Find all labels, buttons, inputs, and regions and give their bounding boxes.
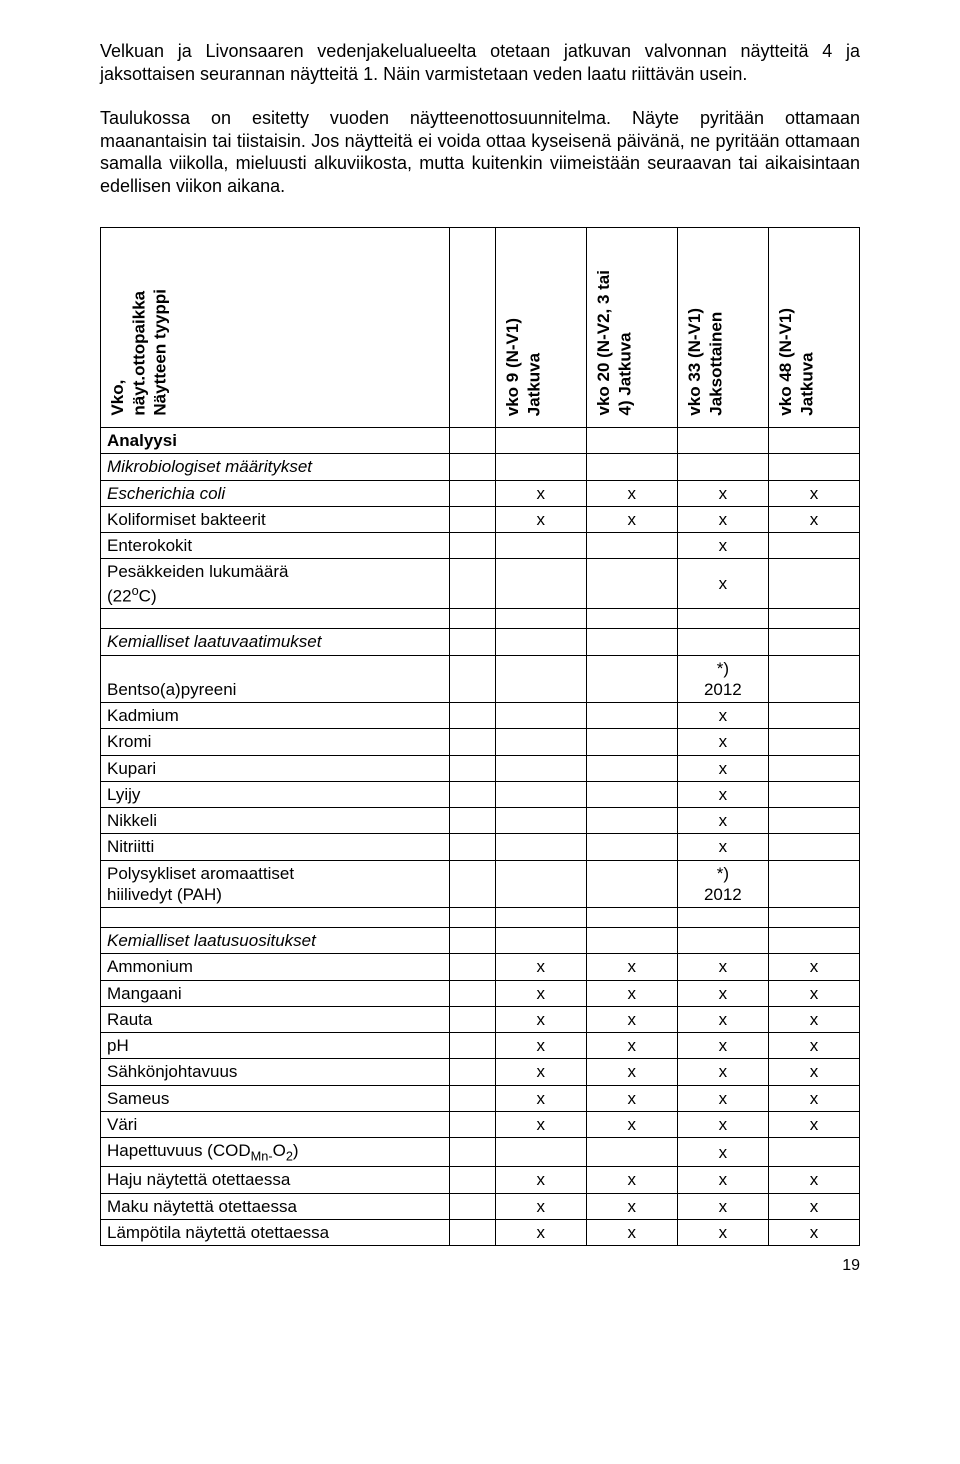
h2b: Jatkuva [524,352,543,415]
h5a: vko 48 (N-V1) [776,308,795,416]
row-bentso: Bentso(a)pyreeni *) 2012 [101,655,860,703]
empty-row-1 [101,609,860,629]
row-sameus: Sameus xxxx [101,1085,860,1111]
row-ecoli: Escherichia coli x x x x [101,480,860,506]
cell-kem-suos: Kemialliset laatusuositukset [101,928,450,954]
h3a: vko 20 (N-V2, 3 tai [594,270,613,416]
row-pesak: Pesäkkeiden lukumäärä (22oC) x [101,559,860,609]
row-koli: Koliformiset bakteerit x x x x [101,506,860,532]
row-ph: pH xxxx [101,1033,860,1059]
row-lyijy: Lyijy x [101,781,860,807]
page-number: 19 [100,1256,860,1276]
h5b: Jatkuva [797,352,816,415]
row-nikkeli: Nikkeli x [101,808,860,834]
h1b: näyt.ottopaikka [129,291,148,416]
paragraph-2: Taulukossa on esitetty vuoden näytteenot… [100,107,860,197]
row-pah: Polysykliset aromaattiset hiilivedyt (PA… [101,860,860,908]
row-nitr: Nitriitti x [101,834,860,860]
row-mang: Mangaani xxxx [101,980,860,1006]
h1a: Vko, [108,380,127,416]
row-kem-suos: Kemialliset laatusuositukset [101,928,860,954]
h2a: vko 9 (N-V1) [503,318,522,416]
row-kem-vaat: Kemialliset laatuvaatimukset [101,629,860,655]
header-col-1: Vko, näyt.ottopaikka Näytteen tyyppi [101,228,450,428]
row-hapet: Hapettuvuus (CODMn-O2) x [101,1138,860,1167]
table-header-row: Vko, näyt.ottopaikka Näytteen tyyppi vko… [101,228,860,428]
row-lampo: Lämpötila näytettä otettaessa xxxx [101,1219,860,1245]
row-rauta: Rauta xxxx [101,1006,860,1032]
cell-entero: Enterokokit [101,533,450,559]
cell-koli: Koliformiset bakteerit [101,506,450,532]
row-entero: Enterokokit x [101,533,860,559]
row-ammon: Ammonium xxxx [101,954,860,980]
row-kupari: Kupari x [101,755,860,781]
header-col-3: vko 20 (N-V2, 3 tai 4) Jatkuva [586,228,677,428]
empty-row-2 [101,908,860,928]
header-col-4: vko 33 (N-V1) Jaksottainen [677,228,768,428]
header-col-5: vko 48 (N-V1) Jatkuva [768,228,859,428]
row-haju: Haju näytettä otettaessa xxxx [101,1167,860,1193]
row-mikro: Mikrobiologiset määritykset [101,454,860,480]
sample-table-wrap: Vko, näyt.ottopaikka Näytteen tyyppi vko… [100,227,860,1246]
cell-kem-vaat: Kemialliset laatuvaatimukset [101,629,450,655]
sample-table: Vko, näyt.ottopaikka Näytteen tyyppi vko… [100,227,860,1246]
row-vari: Väri xxxx [101,1111,860,1137]
header-col-2: vko 9 (N-V1) Jatkuva [495,228,586,428]
row-kromi: Kromi x [101,729,860,755]
cell-analyysi: Analyysi [101,428,450,454]
h4b: Jaksottainen [706,312,725,416]
cell-pesak: Pesäkkeiden lukumäärä (22oC) [101,559,450,609]
h4a: vko 33 (N-V1) [685,308,704,416]
cell-bentso: Bentso(a)pyreeni [101,655,450,703]
h1c: Näytteen tyyppi [151,289,170,416]
row-maku: Maku näytettä otettaessa xxxx [101,1193,860,1219]
document-page: Velkuan ja Livonsaaren vedenjakelualueel… [0,0,960,1296]
cell-ecoli: Escherichia coli [101,480,450,506]
cell-mikro: Mikrobiologiset määritykset [101,454,450,480]
row-kadm: Kadmium x [101,703,860,729]
paragraph-1: Velkuan ja Livonsaaren vedenjakelualueel… [100,40,860,85]
row-sahko: Sähkönjohtavuus xxxx [101,1059,860,1085]
header-gap [450,228,496,428]
h3b: 4) Jatkuva [615,333,634,416]
row-analyysi: Analyysi [101,428,860,454]
